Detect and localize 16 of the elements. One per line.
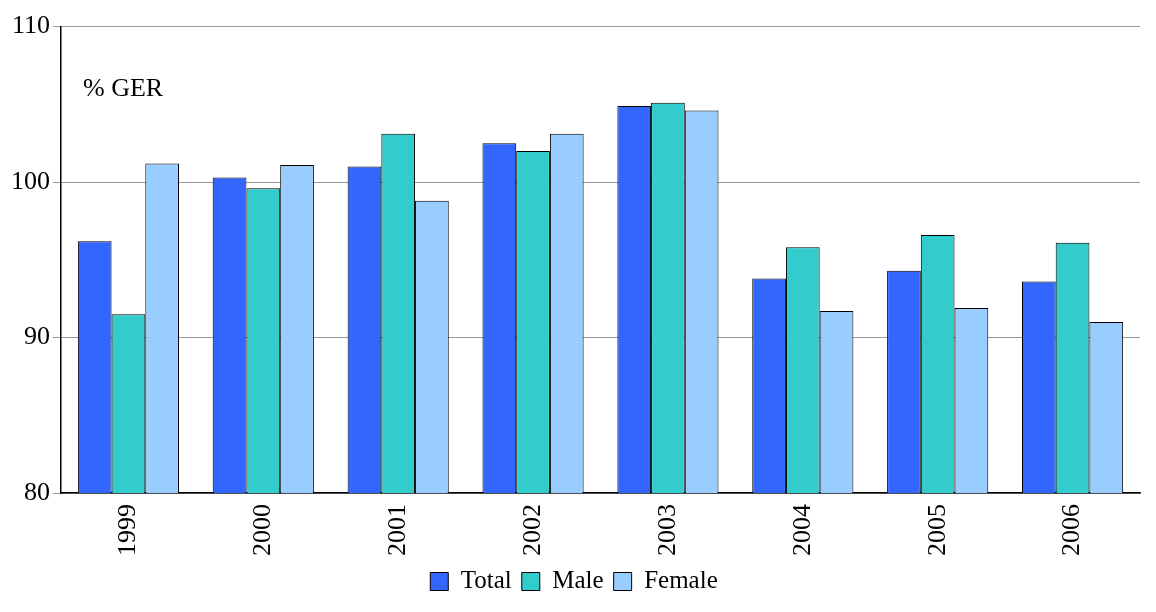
x-tick-label: 2004 [786, 504, 816, 556]
x-tick-label: 2001 [382, 504, 412, 556]
x-tick-label: 2000 [247, 504, 277, 556]
y-tick-label: 100 [11, 165, 50, 195]
y-tick-label: 90 [24, 321, 50, 351]
y-tick-label: 80 [24, 476, 50, 506]
y-tick-label: 110 [11, 10, 50, 40]
x-tick-label: 2005 [921, 504, 951, 556]
x-tick-label: 2006 [1056, 504, 1086, 556]
annotation: % GER [83, 73, 164, 103]
x-tick-label: 2002 [516, 504, 546, 556]
legend-label: Total [460, 566, 512, 594]
legend-label: Female [644, 566, 718, 594]
x-tick-label: 1999 [112, 504, 142, 556]
x-tick-label: 2003 [651, 504, 681, 556]
legend-label: Male [552, 566, 604, 594]
